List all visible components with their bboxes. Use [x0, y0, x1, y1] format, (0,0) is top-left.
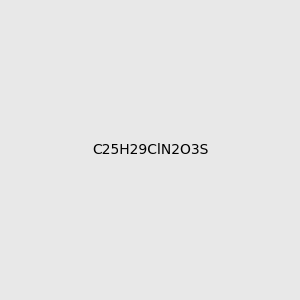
Text: C25H29ClN2O3S: C25H29ClN2O3S [92, 143, 208, 157]
